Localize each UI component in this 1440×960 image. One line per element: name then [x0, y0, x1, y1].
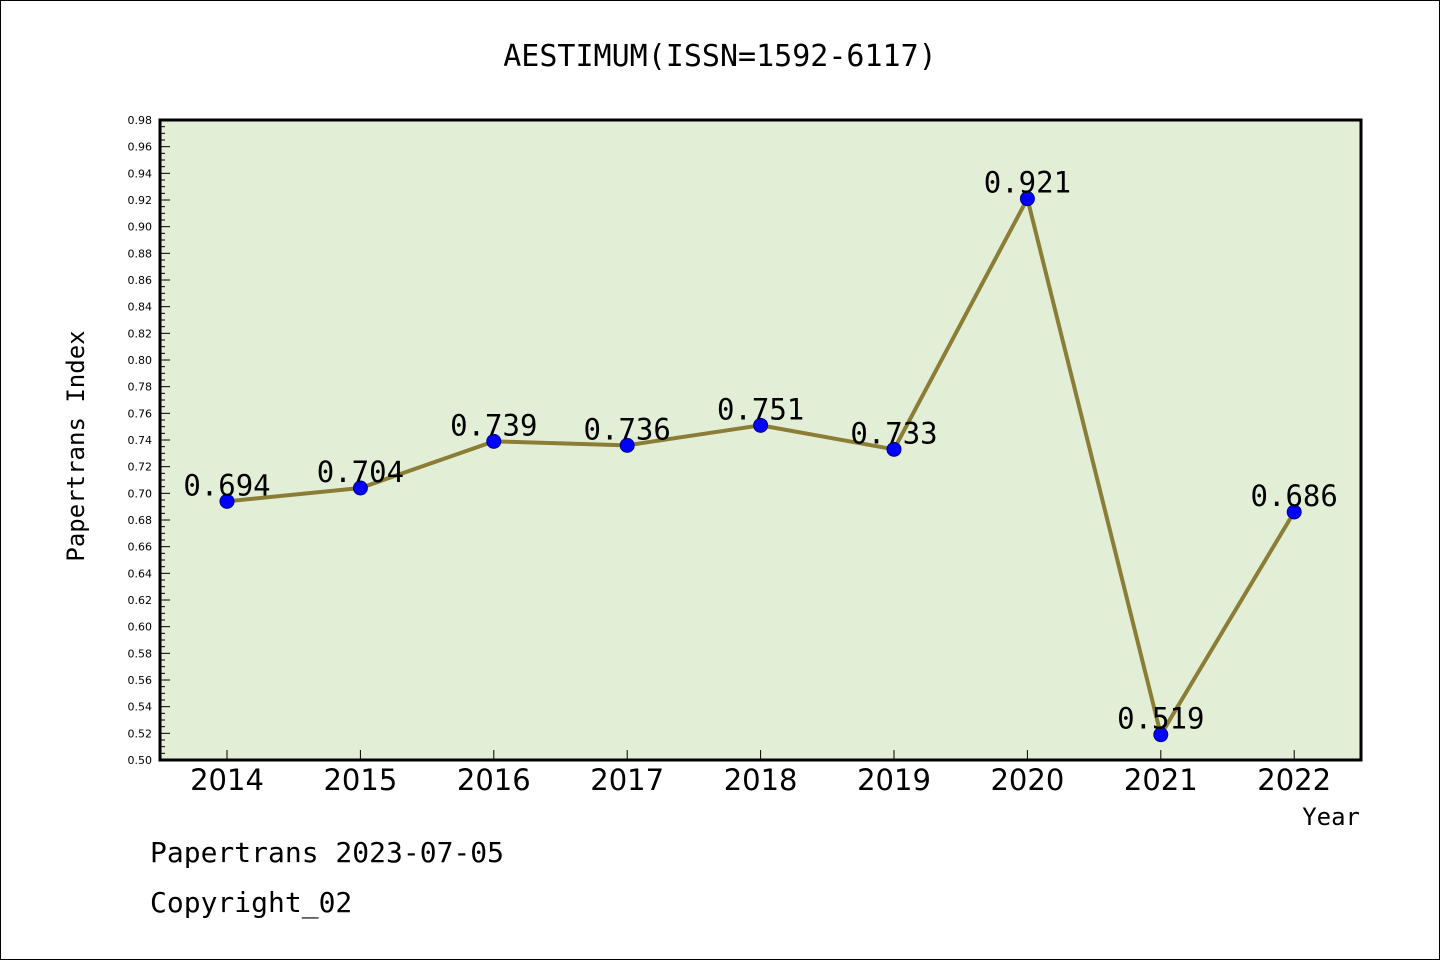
y-tick-label: 0.54: [128, 701, 153, 714]
data-point: [486, 433, 502, 449]
y-tick-label: 0.68: [128, 514, 153, 527]
data-label: 0.686: [1251, 479, 1338, 513]
x-axis: 2014 2015 2016 2017 2018 2019 2020 2021 2022: [190, 750, 1331, 797]
x-tick-label: 2022: [1257, 763, 1331, 797]
x-tick-label: 2021: [1124, 763, 1198, 797]
data-point: [886, 441, 902, 457]
footer-date: Papertrans 2023-07-05: [150, 836, 505, 869]
y-tick-label: 0.82: [128, 327, 153, 340]
series-layer: 0.694 0.704 0.739 0.736 0.751 0.733 0.921 0.519…: [183, 166, 1338, 743]
data-point: [1286, 504, 1302, 520]
chart-title: AESTIMUM(ISSN=1592-6117): [503, 39, 936, 74]
data-point: [1019, 191, 1035, 207]
plot-area: [158, 118, 1363, 762]
footer-copyright: Copyright_02: [150, 886, 353, 919]
data-point: [619, 437, 635, 453]
x-tick-label: 2018: [724, 763, 798, 797]
x-axis-label: Year: [1302, 803, 1360, 831]
y-tick-label: 0.74: [128, 434, 153, 447]
y-tick-label: 0.72: [128, 461, 153, 474]
y-tick-label: 0.58: [128, 647, 153, 660]
x-tick-label: 2014: [190, 763, 264, 797]
y-tick-label: 0.80: [128, 354, 153, 367]
y-tick-label: 0.90: [128, 221, 153, 234]
x-tick-label: 2019: [857, 763, 931, 797]
y-tick-label: 0.78: [128, 381, 153, 394]
data-point: [753, 417, 769, 433]
data-label: 0.736: [584, 412, 671, 446]
y-tick-label: 0.98: [128, 114, 153, 127]
y-tick-label: 0.60: [128, 621, 153, 634]
data-point: [1153, 727, 1169, 743]
y-tick-label: 0.84: [128, 301, 153, 314]
y-tick-label: 0.76: [128, 407, 153, 420]
y-tick-label: 0.66: [128, 541, 153, 554]
y-tick-label: 0.64: [128, 567, 153, 580]
y-tick-label: 0.56: [128, 674, 153, 687]
y-tick-label: 0.92: [128, 194, 153, 207]
data-label: 0.739: [450, 408, 537, 442]
y-tick-label: 0.52: [128, 727, 153, 740]
y-axis: 0.50 0.52 0.54 0.56 0.58 0.60 0.62 0.64 0.66 0.68…: [128, 114, 170, 767]
data-label: 0.733: [850, 416, 937, 450]
x-tick-label: 2017: [590, 763, 664, 797]
y-tick-label: 0.50: [128, 754, 153, 767]
data-label: 0.694: [183, 468, 270, 502]
data-label: 0.921: [984, 166, 1071, 200]
x-tick-label: 2015: [323, 763, 397, 797]
y-tick-label: 0.96: [128, 141, 153, 154]
data-point: [352, 480, 368, 496]
y-tick-label: 0.62: [128, 594, 153, 607]
y-axis-label: Papertrans Index: [62, 330, 90, 561]
data-point: [219, 493, 235, 509]
y-tick-label: 0.86: [128, 274, 153, 287]
y-tick-label: 0.88: [128, 247, 153, 260]
data-label: 0.704: [317, 455, 404, 489]
y-tick-label: 0.94: [128, 167, 153, 180]
data-label: 0.519: [1117, 702, 1204, 736]
y-tick-label: 0.70: [128, 487, 153, 500]
data-label: 0.751: [717, 392, 804, 426]
x-tick-label: 2020: [990, 763, 1064, 797]
x-tick-label: 2016: [457, 763, 531, 797]
